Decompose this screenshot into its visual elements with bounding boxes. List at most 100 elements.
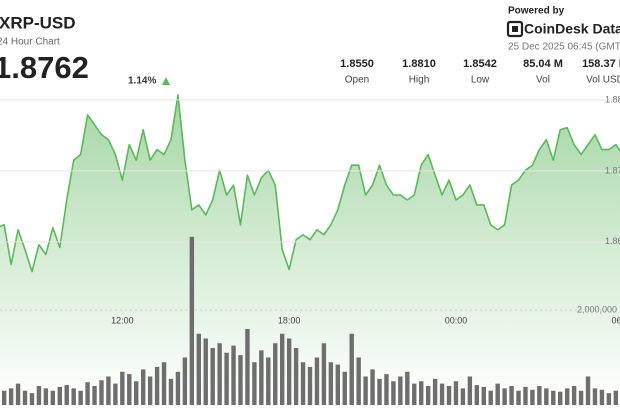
volume-bar — [335, 364, 341, 405]
volume-bar — [113, 383, 118, 405]
volume-bar — [196, 333, 201, 405]
volume-bar — [203, 338, 208, 405]
volume-bar — [314, 357, 320, 405]
stat-value: 158.37 M — [582, 58, 620, 70]
volume-bar — [370, 369, 375, 405]
volume-bar — [606, 393, 612, 405]
volume-bar — [161, 362, 167, 405]
volume-bar — [363, 376, 368, 405]
volume-bar — [15, 383, 21, 405]
price-line — [0, 94, 620, 273]
stat-value: 1.8810 — [402, 58, 436, 70]
volume-bar — [154, 366, 160, 405]
volume-bar — [509, 385, 514, 405]
volume-bar — [210, 347, 215, 405]
volume-bar — [307, 366, 313, 405]
volume-bar — [412, 383, 417, 405]
volume-bar — [391, 381, 396, 405]
volume-bar — [147, 376, 153, 405]
volume-bar — [8, 388, 14, 405]
volume-bar — [120, 371, 125, 405]
volume-bar — [585, 376, 591, 405]
volume-bar — [398, 376, 403, 405]
volume-bar — [300, 362, 306, 405]
volume-bar — [43, 388, 49, 405]
volume-bar — [356, 357, 361, 405]
x-tick-label: 12:00 — [111, 315, 134, 325]
volume-bar — [558, 391, 563, 405]
volume-bar — [537, 385, 542, 405]
subtitle: 24 Hour Chart — [0, 37, 60, 48]
volume-bar — [551, 390, 556, 405]
logo-icon-inner — [512, 26, 518, 32]
stat-label: Vol — [536, 75, 550, 86]
volume-bar — [439, 383, 445, 405]
volume-bar — [22, 390, 28, 405]
volume-bar — [453, 381, 459, 405]
volume-bar — [446, 385, 452, 405]
volume-bar — [231, 345, 236, 405]
volume-bar — [238, 355, 243, 405]
volume-bar — [168, 378, 174, 405]
volume-bar — [523, 386, 528, 405]
volume-bar — [599, 389, 605, 405]
stat-value: 85.04 M — [523, 58, 563, 70]
volume-bar — [71, 388, 76, 405]
logo-icon — [506, 20, 524, 38]
x-tick-label: 06:00 — [612, 315, 620, 325]
volume-bar — [175, 371, 181, 405]
area-fill — [0, 94, 620, 405]
up-arrow — [162, 77, 170, 85]
volume-bar — [245, 328, 250, 405]
y2-tick-label: 2,000,000 — [577, 304, 617, 314]
powered-by: Powered by — [508, 6, 565, 17]
stats: 1.8550 Open 1.8810 High 1.8542 Low 85.04 M Vol 1… — [340, 58, 620, 86]
stat-label: High — [409, 75, 430, 86]
change: 1.14% — [128, 76, 156, 87]
volume-bar — [321, 343, 327, 405]
volume-bar — [384, 374, 389, 405]
volume-bar — [425, 385, 431, 405]
y-tick-label: 1.88 — [605, 94, 620, 104]
volume-bar — [592, 388, 598, 405]
volume-bar — [293, 347, 299, 405]
volume-bar — [578, 390, 584, 405]
volume-bar — [530, 389, 535, 405]
volume-bar — [377, 378, 382, 405]
volume-bar — [544, 388, 549, 405]
volume-bar — [134, 381, 139, 405]
volume-bar — [217, 343, 222, 405]
volume-bar — [92, 385, 97, 405]
x-tick-label: 00:00 — [445, 315, 468, 325]
volume-bar — [106, 376, 111, 405]
volume-bar — [516, 390, 521, 405]
volume-bar — [286, 338, 292, 405]
volume-bar — [502, 388, 507, 405]
volume-bar — [78, 390, 83, 405]
timestamp: 25 Dec 2025 06:45 (GMT — [508, 42, 620, 53]
y-tick-label: 1.87 — [605, 165, 620, 175]
volume-bar — [252, 362, 257, 405]
volume-bar — [342, 371, 347, 405]
volume-bar — [432, 378, 438, 405]
volume-bar — [140, 369, 146, 405]
volume-bar — [405, 371, 410, 405]
volume-bar — [279, 333, 285, 405]
stat-label: Vol USD — [586, 75, 620, 86]
volume-bar — [419, 381, 424, 405]
price: 1.8762 — [0, 50, 89, 85]
volume-bar — [266, 357, 271, 405]
volume-bar — [127, 374, 132, 405]
stat-value: 1.8550 — [340, 58, 374, 70]
brand: CoinDesk Data — [524, 21, 620, 37]
volume-bar — [57, 386, 62, 405]
volume-bar — [460, 388, 466, 405]
title: XRP-USD — [0, 13, 76, 32]
volume-bar — [349, 333, 354, 405]
volume-bar — [328, 362, 334, 405]
volume-bar — [613, 390, 619, 405]
volume-bar — [50, 390, 56, 405]
volume-bar — [36, 385, 42, 405]
volume-bar — [85, 382, 90, 405]
volume-bar — [99, 380, 104, 405]
